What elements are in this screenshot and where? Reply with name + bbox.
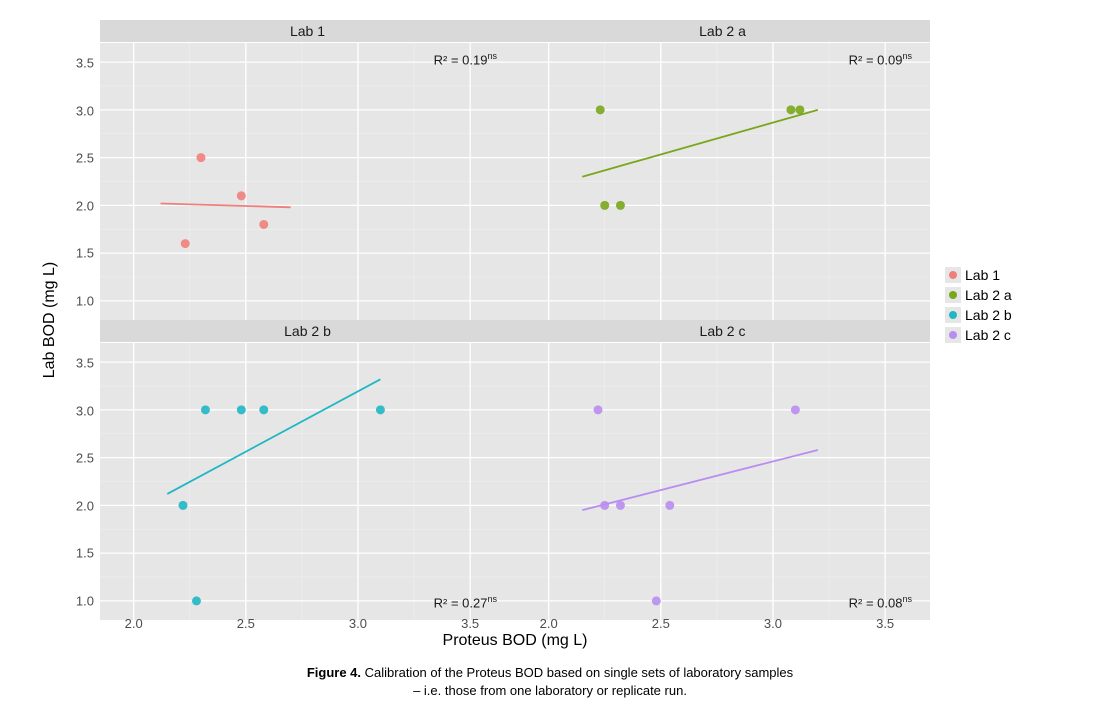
panel-svg <box>100 43 515 320</box>
caption-line2: – i.e. those from one laboratory or repl… <box>413 683 687 698</box>
data-point <box>259 405 268 414</box>
legend-dot-icon <box>949 331 957 339</box>
r2-annotation: R² = 0.09ns <box>849 51 912 67</box>
strip-label: Lab 1 <box>100 20 515 43</box>
legend-label: Lab 1 <box>965 267 1000 283</box>
y-tick-label: 2.5 <box>76 151 94 166</box>
data-point <box>192 596 201 605</box>
x-axis-label: Proteus BOD (mg L) <box>100 632 930 650</box>
facet-lab2b: Lab 2 b R² = 0.27ns <box>100 320 515 620</box>
figure-caption: Figure 4. Calibration of the Proteus BOD… <box>0 664 1100 700</box>
data-point <box>237 405 246 414</box>
y-axis-label-text: Lab BOD (mg L) <box>41 262 59 378</box>
data-point <box>594 405 603 414</box>
facet-lab2a: Lab 2 a R² = 0.09ns <box>515 20 930 320</box>
data-point <box>201 405 210 414</box>
data-point <box>259 220 268 229</box>
panel: R² = 0.19ns <box>100 43 515 320</box>
data-point <box>791 405 800 414</box>
panel-svg <box>100 343 515 620</box>
caption-text: Calibration of the Proteus BOD based on … <box>365 665 794 680</box>
data-point <box>181 239 190 248</box>
data-point <box>237 191 246 200</box>
x-tick-label: 2.5 <box>237 616 255 631</box>
strip-label: Lab 2 c <box>515 320 930 343</box>
legend-dot-icon <box>949 291 957 299</box>
x-axis-label-text: Proteus BOD (mg L) <box>443 632 588 649</box>
y-tick-label: 2.0 <box>76 198 94 213</box>
data-point <box>616 501 625 510</box>
legend-swatch <box>945 307 961 323</box>
y-tick-label: 3.0 <box>76 403 94 418</box>
data-point <box>616 201 625 210</box>
panel: R² = 0.27ns <box>100 343 515 620</box>
y-tick-label: 1.0 <box>76 593 94 608</box>
data-point <box>196 153 205 162</box>
data-point <box>652 596 661 605</box>
y-tick-label: 3.5 <box>76 356 94 371</box>
figure-container: Lab BOD (mg L) 1.0 1.5 2.0 2.5 3.0 3.5 1.0 1.5 2… <box>0 0 1100 718</box>
legend-item: Lab 2 b <box>945 305 1012 325</box>
data-point <box>665 501 674 510</box>
y-axis-ticks: 1.0 1.5 2.0 2.5 3.0 3.5 1.0 1.5 2.0 2.5 3.0 3.5 <box>60 20 96 620</box>
panel: R² = 0.08ns <box>515 343 930 620</box>
panel-svg <box>515 43 930 320</box>
caption-bold: Figure 4. <box>307 665 361 680</box>
strip-label: Lab 2 a <box>515 20 930 43</box>
facet-lab2c: Lab 2 c R² = 0.08ns <box>515 320 930 620</box>
r2-annotation: R² = 0.19ns <box>434 51 497 67</box>
y-tick-label: 3.0 <box>76 103 94 118</box>
y-tick-label: 3.5 <box>76 56 94 71</box>
facet-lab1: Lab 1 R² = 0.19ns <box>100 20 515 320</box>
data-point <box>596 105 605 114</box>
data-point <box>795 105 804 114</box>
y-tick-label: 2.5 <box>76 451 94 466</box>
y-tick-label: 2.0 <box>76 498 94 513</box>
data-point <box>786 105 795 114</box>
r2-annotation: R² = 0.08ns <box>849 594 912 610</box>
data-point <box>600 201 609 210</box>
y-tick-label: 1.5 <box>76 546 94 561</box>
legend-dot-icon <box>949 271 957 279</box>
r2-annotation: R² = 0.27ns <box>434 594 497 610</box>
x-tick-label: 2.5 <box>652 616 670 631</box>
legend-swatch <box>945 267 961 283</box>
legend-swatch <box>945 327 961 343</box>
y-tick-label: 1.0 <box>76 293 94 308</box>
facet-grid: Lab 1R² = 0.19nsLab 2 aR² = 0.09nsLab 2 … <box>100 20 930 620</box>
legend: Lab 1 Lab 2 a Lab 2 b Lab 2 c <box>945 265 1012 345</box>
x-tick-label: 3.0 <box>764 616 782 631</box>
legend-item: Lab 1 <box>945 265 1012 285</box>
plot-area: Lab 1R² = 0.19nsLab 2 aR² = 0.09nsLab 2 … <box>100 20 930 620</box>
legend-item: Lab 2 a <box>945 285 1012 305</box>
x-tick-label: 2.0 <box>540 616 558 631</box>
x-tick-label: 2.0 <box>125 616 143 631</box>
legend-label: Lab 2 a <box>965 287 1012 303</box>
panel: R² = 0.09ns <box>515 43 930 320</box>
legend-swatch <box>945 287 961 303</box>
y-axis-label: Lab BOD (mg L) <box>40 20 60 620</box>
data-point <box>600 501 609 510</box>
x-tick-label: 3.5 <box>461 616 479 631</box>
legend-dot-icon <box>949 311 957 319</box>
strip-label: Lab 2 b <box>100 320 515 343</box>
data-point <box>179 501 188 510</box>
legend-label: Lab 2 b <box>965 307 1012 323</box>
data-point <box>376 405 385 414</box>
legend-label: Lab 2 c <box>965 327 1011 343</box>
x-tick-label: 3.5 <box>876 616 894 631</box>
panel-svg <box>515 343 930 620</box>
legend-item: Lab 2 c <box>945 325 1012 345</box>
x-tick-label: 3.0 <box>349 616 367 631</box>
y-tick-label: 1.5 <box>76 246 94 261</box>
